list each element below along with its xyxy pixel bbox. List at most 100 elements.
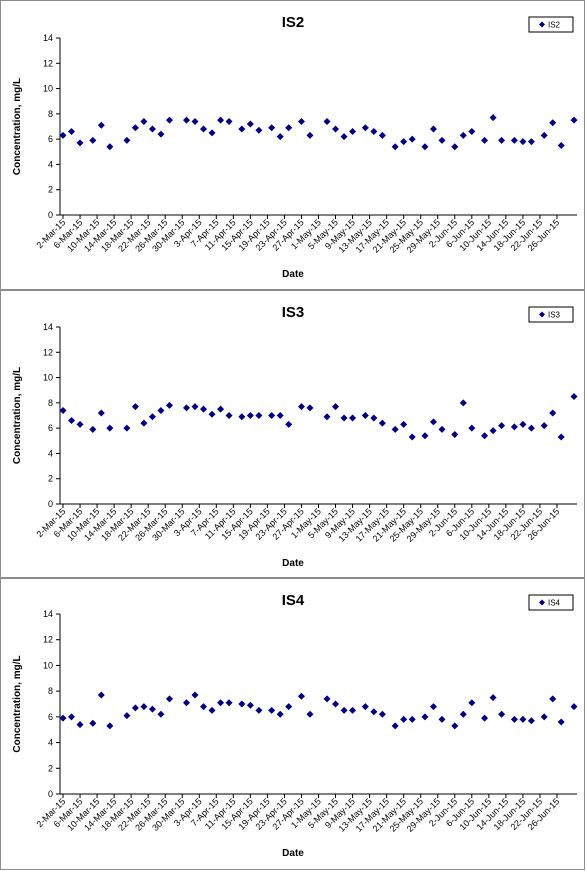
data-point — [421, 713, 429, 721]
data-point — [255, 126, 263, 134]
data-point — [570, 703, 578, 711]
data-point — [200, 703, 208, 711]
data-point — [468, 699, 476, 707]
data-point — [276, 133, 284, 141]
x-axis-title: Date — [282, 558, 304, 569]
data-point — [225, 699, 233, 707]
chart-title: IS4 — [282, 592, 305, 609]
data-point — [451, 722, 459, 730]
y-tick-label: 4 — [48, 738, 53, 748]
data-point — [370, 128, 378, 136]
data-point — [570, 393, 578, 401]
data-point — [378, 131, 386, 139]
data-point — [182, 699, 190, 707]
data-point — [519, 138, 527, 146]
y-tick-label: 8 — [48, 109, 53, 119]
data-point — [182, 116, 190, 124]
data-point — [306, 710, 314, 718]
data-point — [498, 422, 506, 430]
legend-box — [528, 594, 574, 611]
data-point — [217, 699, 225, 707]
data-point — [76, 139, 84, 147]
data-point — [549, 119, 557, 127]
data-point — [349, 128, 357, 136]
data-point — [157, 710, 165, 718]
data-point — [323, 695, 331, 703]
legend-marker-icon — [539, 311, 545, 318]
data-point — [297, 117, 305, 125]
data-point — [157, 406, 165, 414]
data-point — [489, 694, 497, 702]
data-point — [332, 700, 340, 708]
data-point — [429, 703, 437, 711]
data-point — [481, 136, 489, 144]
y-tick-label: 4 — [48, 159, 53, 169]
data-point — [165, 116, 173, 124]
data-point — [140, 703, 148, 711]
y-tick-label: 6 — [48, 712, 53, 722]
data-point — [468, 424, 476, 432]
data-point — [246, 701, 254, 709]
data-point — [400, 715, 408, 723]
data-point — [527, 138, 535, 146]
data-point — [510, 423, 518, 431]
y-axis-title: Concentration, mg/L — [12, 78, 23, 175]
data-point — [361, 703, 369, 711]
data-point — [148, 705, 156, 713]
y-tick-label: 14 — [43, 33, 53, 43]
y-tick-label: 14 — [43, 609, 53, 619]
data-point — [481, 432, 489, 440]
data-point — [59, 406, 67, 414]
y-tick-label: 0 — [48, 210, 53, 220]
data-point — [268, 124, 276, 132]
chart-title: IS2 — [282, 14, 305, 31]
data-point — [285, 124, 293, 132]
x-axis-title: Date — [282, 848, 304, 859]
y-tick-label: 10 — [43, 373, 53, 383]
data-point — [400, 138, 408, 146]
data-point — [246, 120, 254, 128]
data-point — [391, 722, 399, 730]
legend-box — [528, 306, 574, 323]
data-point — [208, 129, 216, 137]
data-point — [268, 706, 276, 714]
data-point — [238, 125, 246, 133]
y-axis-title: Concentration, mg/L — [12, 367, 23, 464]
data-point — [68, 713, 76, 721]
data-point — [131, 124, 139, 132]
data-point — [459, 131, 467, 139]
data-point — [165, 695, 173, 703]
data-point — [549, 409, 557, 417]
data-point — [557, 433, 565, 441]
y-tick-label: 10 — [43, 660, 53, 670]
data-point — [378, 419, 386, 427]
data-point — [123, 712, 131, 720]
data-point — [97, 691, 105, 699]
data-point — [200, 405, 208, 413]
data-point — [157, 130, 165, 138]
data-point — [131, 704, 139, 712]
data-point — [510, 136, 518, 144]
data-point — [332, 403, 340, 411]
data-point — [340, 414, 348, 422]
data-point — [191, 403, 199, 411]
data-point — [421, 143, 429, 151]
data-point — [408, 433, 416, 441]
data-point — [361, 412, 369, 419]
data-point — [208, 410, 216, 418]
data-point — [391, 143, 399, 151]
data-point — [200, 125, 208, 133]
data-point — [89, 136, 97, 144]
data-point — [498, 136, 506, 144]
data-point — [429, 418, 437, 426]
data-point — [349, 414, 357, 422]
data-point — [498, 710, 506, 718]
data-point — [225, 117, 233, 125]
data-point — [459, 710, 467, 718]
chart-is4: IS4024681012142-Mar-156-Mar-1510-Mar-151… — [12, 592, 578, 859]
y-tick-label: 12 — [43, 58, 53, 68]
legend-label: IS3 — [548, 311, 561, 320]
data-point — [59, 714, 67, 722]
data-point — [557, 718, 565, 726]
chart-is3: IS3024681012142-Mar-156-Mar-1510-Mar-151… — [12, 304, 578, 569]
